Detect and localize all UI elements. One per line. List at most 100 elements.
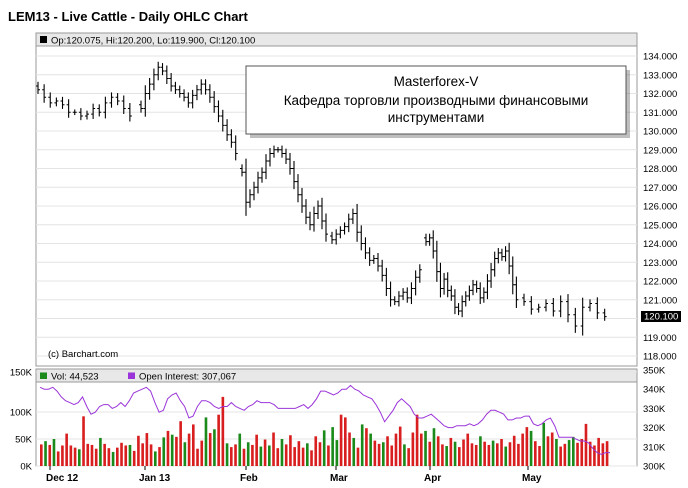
month-label: Apr: [424, 473, 441, 484]
volume-bar: [424, 430, 427, 466]
volume-bar: [255, 434, 258, 466]
ohlc-bar: [334, 229, 339, 245]
volume-bar: [120, 442, 123, 466]
ohlc-bar: [248, 189, 252, 208]
ohlc-bar: [355, 203, 360, 242]
ohlc-readout: Op:120.075, Hi:120.200, Lo:119.900, Cl:1…: [51, 36, 255, 47]
volume-bar: [559, 446, 562, 466]
price-tick-label: 122.000: [643, 277, 677, 288]
oi-axis: 300K 310K 320K 330K 340K 350K: [643, 366, 666, 473]
volume-bar: [382, 442, 385, 466]
ohlc-bar: [244, 158, 248, 216]
volume-bar: [534, 441, 537, 466]
volume-bar: [200, 440, 204, 466]
volume-bar: [86, 443, 90, 466]
ohlc-bar: [121, 95, 126, 115]
volume-bar: [272, 432, 275, 466]
ohlc-bar: [151, 68, 156, 91]
volume-bar: [40, 444, 43, 466]
volume-bar: [52, 439, 56, 466]
volume-bar: [339, 414, 343, 466]
volume-bar: [306, 443, 309, 466]
ohlc-bar: [186, 92, 191, 108]
volume-bar: [124, 445, 128, 466]
ohlc-bar: [264, 154, 268, 180]
volume-bar: [588, 441, 592, 466]
volume-bar: [297, 441, 301, 466]
price-bars: [36, 61, 607, 336]
volume-bar: [445, 446, 448, 466]
ohlc-bar: [190, 89, 195, 109]
volume-bar: [521, 433, 524, 466]
volume-bar: [225, 443, 229, 466]
ohlc-bar: [330, 231, 334, 244]
volume-bar: [132, 450, 136, 466]
ohlc-bar: [392, 296, 397, 306]
ohlc-bar: [342, 222, 347, 235]
volume-bar: [479, 436, 482, 466]
volume-bar: [145, 433, 149, 466]
volume-bar: [601, 443, 605, 466]
ohlc-bar: [580, 297, 585, 336]
ohlc-bar: [371, 255, 376, 264]
volume-bar: [466, 433, 470, 466]
ohlc-bar: [268, 147, 272, 167]
ohlc-bar: [346, 213, 351, 233]
ohlc-bar: [177, 85, 182, 98]
oi-tick-label: 330K: [643, 404, 666, 415]
ohlc-bar: [199, 79, 204, 95]
volume-bar: [348, 432, 351, 466]
volume-bar: [394, 433, 398, 466]
ohlc-bar: [203, 79, 208, 95]
volume-bar: [487, 444, 491, 466]
volume-bar: [407, 448, 410, 466]
ohlc-bar: [182, 89, 187, 102]
volume-bar: [331, 427, 334, 466]
ohlc-bar: [308, 211, 312, 231]
volume-bar: [432, 428, 436, 466]
ohlc-bar: [97, 104, 102, 117]
volume-bar: [154, 451, 157, 466]
volume-bar: [415, 414, 419, 466]
volume-bar: [48, 444, 52, 466]
volume-bar: [99, 437, 102, 466]
ohlc-bar: [280, 145, 284, 158]
ohlc-bar: [304, 199, 308, 225]
ohlc-bar: [384, 267, 389, 297]
volume-tick-label: 100K: [10, 408, 33, 419]
month-label: May: [522, 473, 542, 484]
volume-bar: [576, 442, 579, 466]
volume-bar: [352, 437, 356, 466]
volume-bar: [593, 445, 596, 466]
ohlc-bar: [595, 297, 600, 320]
volume-bar: [420, 433, 423, 466]
volume-bar: [546, 436, 550, 466]
ohlc-bar: [91, 103, 96, 119]
price-tick-label: 134.000: [643, 52, 677, 63]
volume-bar: [322, 430, 326, 466]
volume-bar: [44, 441, 47, 466]
ohlc-bar: [127, 102, 132, 122]
ohlc-bar: [376, 252, 380, 272]
volume-bar: [580, 439, 584, 466]
ohlc-bar: [417, 264, 422, 283]
volume-bar: [90, 444, 94, 466]
ohlc-bar: [367, 247, 372, 266]
volume-axis: 0K 50K 100K 150K: [10, 368, 33, 473]
volume-bar: [550, 432, 554, 466]
volume-readout-bar: [35, 368, 638, 383]
volume-bar: [217, 414, 220, 466]
volume-bar: [94, 448, 98, 466]
volume-legend-swatch: [40, 372, 47, 379]
volume-bar: [69, 445, 73, 466]
price-tick-label: 132.000: [643, 89, 677, 100]
volume-tick-label: 0K: [20, 462, 32, 473]
price-tick-label: 119.000: [643, 333, 677, 344]
volume-bars: [40, 396, 609, 466]
volume-bar: [584, 423, 588, 466]
ohlc-bar: [173, 81, 178, 94]
ohlc-bar: [380, 259, 385, 282]
ohlc-bar: [212, 91, 217, 113]
ohlc-bar: [233, 135, 238, 161]
volume-bar: [441, 444, 444, 466]
